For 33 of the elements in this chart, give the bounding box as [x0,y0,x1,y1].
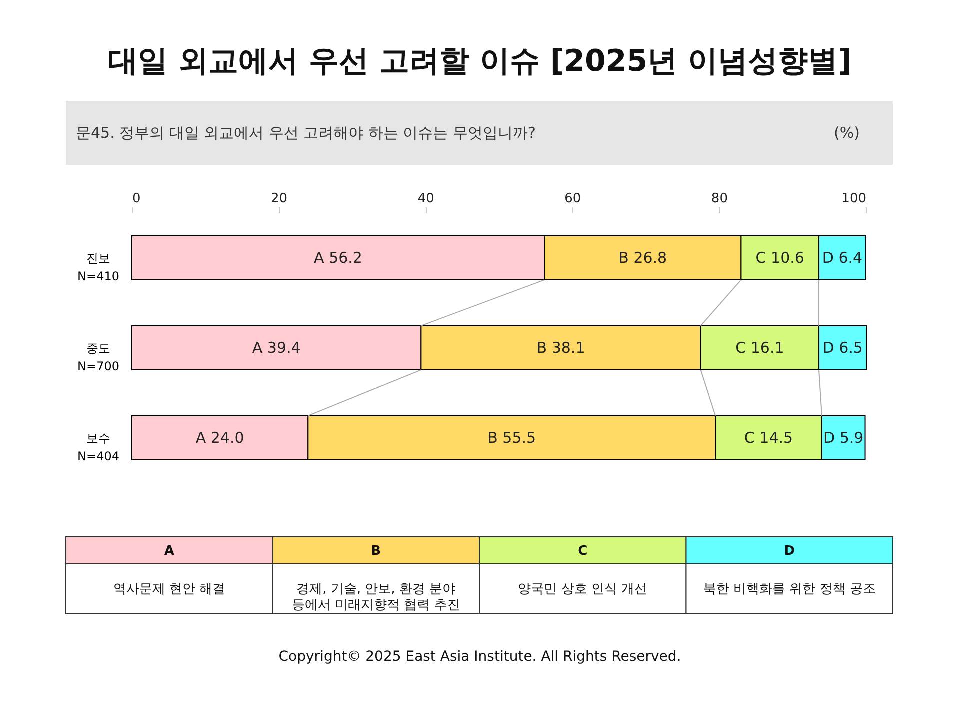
data-label: D 6.4 [822,249,863,267]
text: B [371,544,382,559]
text: 북한 비핵화를 위한 정책 공조 [703,582,876,597]
data-label: B 26.8 [618,249,668,267]
text: 양국민 상호 인식 개선 [518,582,648,597]
x-tick-label: 100 [842,192,866,206]
chart-subtitle: 문45. 정부의 대일 외교에서 우선 고려해야 하는 이슈는 무엇입니까? [76,124,536,142]
text: Copyright© 2025 East Asia Institute. All Rights Reserved. [278,649,682,665]
text: 역사문제 현안 해결 [113,582,226,597]
data-label: B 38.1 [536,339,586,357]
x-tick-label: 0 [132,192,141,206]
data-label: C 10.6 [756,249,804,267]
x-tick-label: 60 [564,192,582,206]
y-tick-label: 진보 N=410 [78,252,120,284]
text: (%) [834,124,860,142]
text: 경제, 기술, 안보, 환경 분야 등에서 미래지향적 협력 추진 [292,582,460,613]
text: A [164,544,174,559]
x-tick-label: 20 [271,192,288,206]
x-tick-label: 80 [711,192,728,206]
data-label: D 5.9 [824,429,864,447]
text: C [578,544,588,559]
x-tick-label: 40 [418,192,434,206]
chart-title: 대일 외교에서 우선 고려할 이슈 [2025년 이념성향별] [108,44,852,79]
data-label: A 39.4 [252,339,301,357]
y-tick-label: 보수 N=404 [78,432,120,464]
data-label: B 55.5 [488,429,536,447]
data-label: A 56.2 [314,249,362,267]
y-tick-label: 중도 N=700 [78,342,120,374]
data-label: C 14.5 [744,429,794,447]
data-label: D 6.5 [822,339,863,357]
text: D [784,544,796,559]
data-label: C 16.1 [736,339,784,357]
data-label: A 24.0 [196,429,244,447]
